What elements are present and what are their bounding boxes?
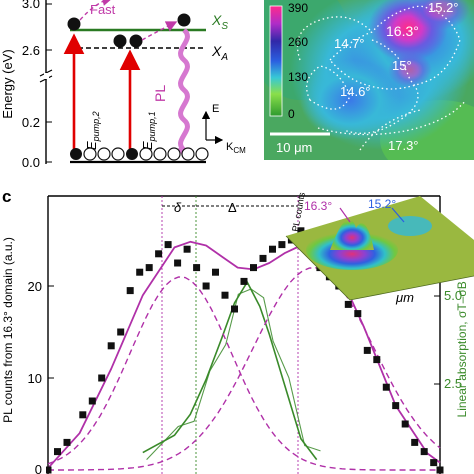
pl-label: PL [152,85,168,102]
pl-data-point [430,459,438,467]
pl-data-point [259,254,267,262]
energy-tick-0.0: 0.0 [22,155,40,170]
pl-data-point [411,438,419,446]
pl-data-point [269,245,276,253]
domain-label-14.7: 14.7° [334,36,365,51]
pl-data-point [420,448,428,456]
pl-data-point [382,383,390,391]
c-right-tick-2.5: 2.5 [444,376,462,391]
c-left-tick-0: 0 [35,462,42,474]
e-axis-label: E [212,103,219,115]
pl-data-point [250,264,257,272]
c-right-axis-label: Linear absorption, σT–σB (e²/4ħ) [455,243,469,418]
pl-data-point [436,466,444,474]
pl-data-point [202,282,210,290]
transfer-arrow [141,21,178,41]
pl-component-2 [48,267,441,471]
pl-data-point [88,397,96,405]
pl-data-point [344,300,352,308]
absorption-curve [142,280,318,461]
energy-diagram-panel: 3.0 2.6 0.2 0.0 Energy (eV) Fast PL XS X… [0,0,246,170]
pl-data-point [240,277,248,285]
c-right-tick-5.0: 5.0 [444,288,462,303]
pl-wave [178,28,190,152]
inset-label-16.3: 16.3° [304,199,332,213]
pl-data-point [164,241,172,249]
domain-label-14.6: 14.6° [340,84,371,99]
pump1-label: Epump,1 [140,111,157,150]
energy-tick-3.0: 3.0 [22,0,40,11]
colorbar [269,5,283,117]
spectrum-panel: c 20 10 0 PL counts from 16.3° domain (a… [1,187,474,474]
scale-bar-label: 10 μm [276,140,312,155]
inset-x-label: μm [395,290,414,305]
pl-data-point [107,342,115,350]
inset-label-15.2: 15.2° [368,197,396,211]
pl-data-point [221,291,229,299]
colorbar-tick-390: 390 [288,1,308,15]
domain-label-15: 15° [392,58,412,73]
colorbar-tick-260: 260 [288,35,308,49]
pl-data-point [183,245,191,253]
pl-data-point [63,438,71,446]
delta-big-label: Δ [228,200,237,215]
energy-tick-2.6: 2.6 [22,43,40,58]
pl-data-point [136,268,144,276]
ground-particles [70,147,209,161]
c-left-tick-20: 20 [28,279,42,294]
pl-map-panel: 390 260 130 0 15.2° 16.3° 14.7° 15° 14.6… [264,0,474,160]
xa-label: XA [211,43,228,63]
pl-data-point [354,310,362,318]
pl-data-point [117,328,125,336]
pl-data-point [193,264,201,272]
absorption-curve-raw [146,288,321,460]
pl-data-point [145,264,153,272]
domain-label-15.2: 15.2° [428,0,459,15]
pl-data-point [278,241,286,249]
pl-data-point [126,287,134,295]
pl-data-point [98,374,106,382]
delta-small-label: δ [174,200,182,215]
pl-data-point [401,420,409,428]
pump2-label: Epump,2 [84,111,101,150]
panel-c-letter: c [2,187,11,206]
excited-particle [67,17,81,31]
pl-data-point [392,402,400,410]
pl-data-point [212,268,219,276]
domain-boundaries [296,5,467,151]
energy-tick-0.2: 0.2 [22,115,40,130]
fast-label: Fast [90,2,116,17]
pl-data-point [231,305,238,313]
pl-data-point [363,346,371,354]
pl-data-point [297,227,305,235]
spectrum-plot [46,227,444,474]
pl-data-point [174,259,182,267]
pl-3d-inset: 16.3° 15.2° PL counts μm [285,191,474,305]
domain-label-17.3: 17.3° [388,138,419,153]
pl-data-point [46,466,52,474]
c-left-tick-10: 10 [28,371,42,386]
xs-label: XS [211,12,228,32]
colorbar-tick-0: 0 [288,107,295,121]
energy-axis-label: Energy (eV) [0,49,15,118]
domain-label-16.3: 16.3° [386,23,419,39]
fast-arrow [79,0,114,21]
k-axis-label: KCM [226,141,246,155]
c-left-axis-label: PL counts from 16.3° domain (a.u.) [1,237,15,423]
pl-data-point [155,250,163,258]
pl-data-point [54,448,61,456]
pl-data-point [373,356,381,364]
colorbar-tick-130: 130 [288,70,308,84]
pl-component-1 [47,276,440,471]
pl-data-point [79,411,87,419]
